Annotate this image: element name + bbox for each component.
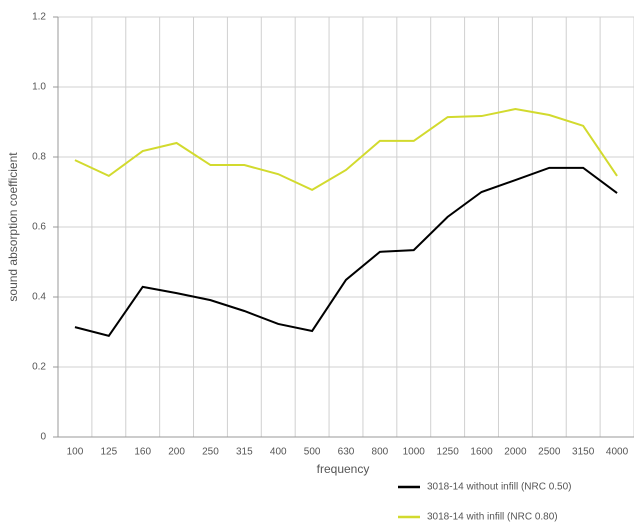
x-tick-label: 630 — [338, 447, 355, 458]
y-tick-label: 0.4 — [32, 292, 46, 303]
legend-label: 3018-14 with infill (NRC 0.80) — [427, 512, 558, 523]
y-tick-label: 0 — [40, 432, 46, 443]
y-tick-label: 0.2 — [32, 362, 46, 373]
x-tick-label: 2500 — [538, 447, 561, 458]
x-tick-label: 200 — [168, 447, 185, 458]
x-tick-label: 800 — [372, 447, 389, 458]
y-tick-label: 1.2 — [32, 12, 46, 23]
x-axis-label: frequency — [317, 462, 370, 476]
x-tick-label: 500 — [304, 447, 321, 458]
x-tick-label: 2000 — [504, 447, 527, 458]
x-tick-label: 250 — [202, 447, 219, 458]
x-tick-label: 100 — [67, 447, 84, 458]
y-tick-label: 1.0 — [32, 82, 46, 93]
x-tick-label: 1250 — [437, 447, 460, 458]
x-tick-label: 125 — [100, 447, 117, 458]
x-tick-label: 4000 — [606, 447, 629, 458]
y-tick-label: 0.6 — [32, 222, 46, 233]
x-tick-label: 1600 — [470, 447, 493, 458]
x-tick-label: 315 — [236, 447, 253, 458]
x-tick-label: 3150 — [572, 447, 595, 458]
x-tick-label: 400 — [270, 447, 287, 458]
x-tick-label: 1000 — [403, 447, 426, 458]
series-line — [74, 108, 618, 192]
series-line — [74, 166, 618, 337]
legend-label: 3018-14 without infill (NRC 0.50) — [427, 482, 572, 493]
x-tick-label: 160 — [134, 447, 151, 458]
y-tick-label: 0.8 — [32, 152, 46, 163]
y-axis-label: sound absorption coefficient — [6, 152, 20, 302]
